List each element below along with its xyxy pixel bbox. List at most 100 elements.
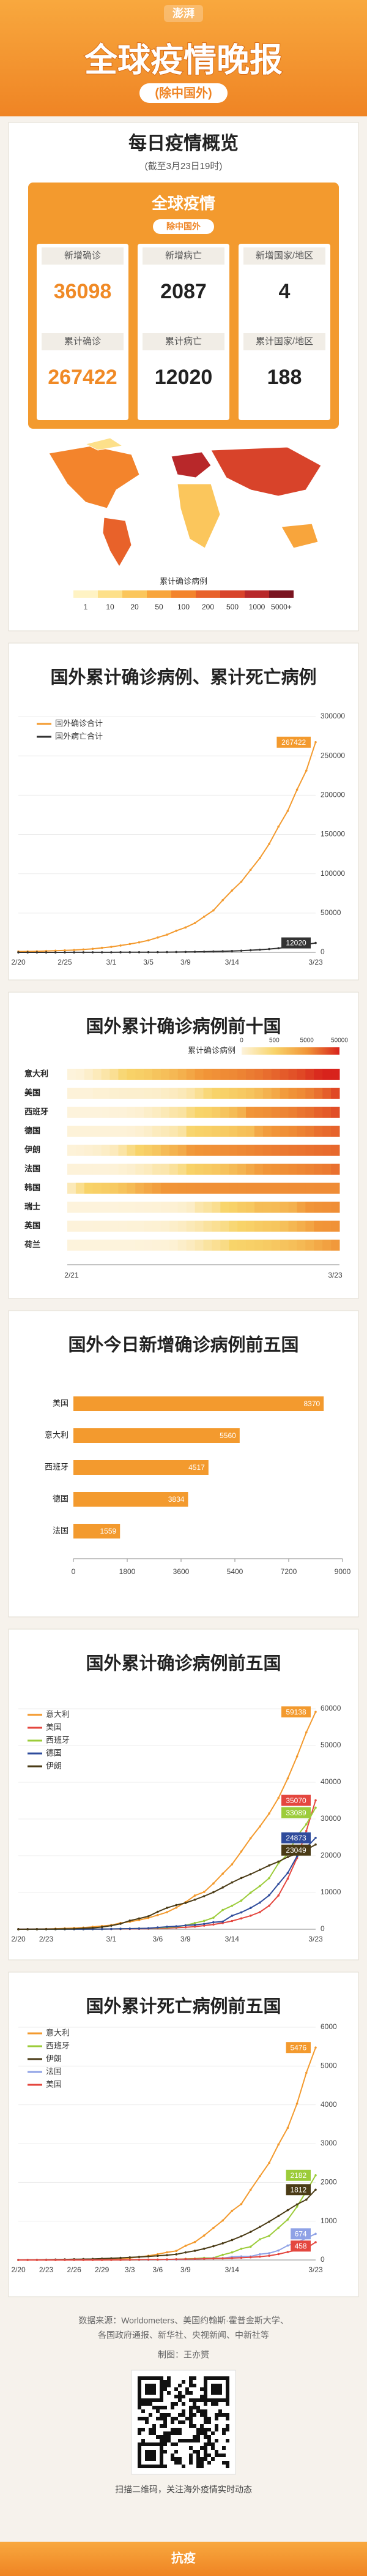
series-point xyxy=(221,2257,224,2260)
heat-cell xyxy=(75,1202,85,1213)
qr-module xyxy=(138,2380,141,2384)
heat-cell xyxy=(246,1221,255,1232)
qr-module xyxy=(163,2439,167,2442)
heat-cell xyxy=(229,1164,238,1175)
qr-module xyxy=(196,2409,200,2413)
series-point xyxy=(175,2250,177,2253)
series-point xyxy=(17,2259,20,2261)
heat-cell xyxy=(160,1088,170,1099)
data-label: 5560 xyxy=(220,1431,236,1440)
heat-cell xyxy=(220,1202,229,1213)
qr-module xyxy=(145,2417,149,2420)
heat-cell xyxy=(280,1107,289,1118)
qr-module xyxy=(163,2384,167,2387)
series-point xyxy=(295,2102,298,2105)
series-point xyxy=(193,951,196,953)
qr-module xyxy=(149,2428,152,2431)
heat-cell xyxy=(177,1202,187,1213)
heat-cell xyxy=(118,1088,127,1099)
qr-module xyxy=(193,2413,196,2417)
y-tick-label: 100000 xyxy=(321,869,345,878)
heat-cell xyxy=(288,1088,297,1099)
series-point xyxy=(277,2143,280,2146)
qr-module xyxy=(141,2376,145,2380)
heat-cell xyxy=(84,1221,94,1232)
series-point xyxy=(231,889,234,892)
legend-label: 国外病亡合计 xyxy=(55,731,103,740)
heat-cell xyxy=(271,1221,281,1232)
series-point xyxy=(286,1877,289,1880)
series-point xyxy=(157,2254,159,2258)
section-card xyxy=(8,1629,359,1960)
heat-cell xyxy=(135,1164,144,1175)
heat-cell xyxy=(237,1107,247,1118)
legend-tick-label: 5000 xyxy=(300,1038,314,1044)
qr-module xyxy=(193,2439,196,2442)
series-point xyxy=(314,1806,317,1809)
data-label-bg xyxy=(281,1807,311,1818)
series-point xyxy=(100,2259,103,2261)
series-point xyxy=(249,2245,252,2248)
series-point xyxy=(286,2251,289,2253)
y-tick-label: 0 xyxy=(321,2255,325,2264)
heat-cell xyxy=(331,1202,340,1213)
qr-module xyxy=(141,2417,145,2420)
heat-cell xyxy=(144,1164,153,1175)
qr-module xyxy=(211,2442,215,2446)
qr-module xyxy=(200,2395,204,2398)
heat-cell xyxy=(67,1145,76,1156)
qr-module xyxy=(138,2465,141,2468)
qr-module xyxy=(215,2454,218,2457)
heat-cell xyxy=(322,1126,332,1137)
x-tick-label: 5400 xyxy=(227,1567,243,1576)
qr-module xyxy=(160,2439,163,2442)
heat-cell xyxy=(84,1240,94,1251)
series-point xyxy=(277,947,280,949)
qr-module xyxy=(167,2391,171,2395)
heat-cell xyxy=(118,1145,127,1156)
series-point xyxy=(259,2226,261,2228)
qr-module xyxy=(174,2428,178,2431)
legend-tick-label: 50000 xyxy=(331,1038,348,1044)
x-tick-label: 2/25 xyxy=(57,958,72,966)
series-point xyxy=(17,1928,20,1930)
qr-module xyxy=(160,2446,163,2450)
x-tick-label: 3/14 xyxy=(225,2265,240,2274)
heat-cell xyxy=(254,1126,264,1137)
heat-cell xyxy=(160,1221,170,1232)
data-label: 674 xyxy=(295,2229,307,2238)
qr-module xyxy=(204,2402,207,2406)
heat-cell xyxy=(186,1069,196,1080)
x-tick-label: 3/9 xyxy=(180,958,191,966)
series-point xyxy=(128,2258,132,2261)
series-point xyxy=(73,1927,75,1930)
heat-cell xyxy=(118,1107,127,1118)
heat-cell xyxy=(109,1183,119,1194)
x-tick-label: 2/20 xyxy=(11,1935,26,1943)
heat-cell xyxy=(92,1107,102,1118)
x-tick-label: 0 xyxy=(72,1567,76,1576)
qr-module xyxy=(189,2420,193,2424)
heat-cell xyxy=(262,1240,272,1251)
series-point xyxy=(277,825,280,828)
stat-label: 累计病亡 xyxy=(165,336,202,347)
qr-module xyxy=(152,2406,156,2409)
series-point xyxy=(100,951,103,954)
heat-cell xyxy=(186,1088,196,1099)
heat-cell xyxy=(305,1202,314,1213)
heat-cell xyxy=(195,1221,204,1232)
map-legend-swatch xyxy=(220,590,245,598)
heat-cell xyxy=(118,1240,127,1251)
series-point xyxy=(166,1911,168,1913)
data-label: 3834 xyxy=(168,1495,185,1504)
heat-cell xyxy=(67,1088,76,1099)
qr-module xyxy=(189,2439,193,2442)
qr-module xyxy=(215,2384,218,2387)
qr-module xyxy=(226,2391,229,2395)
heat-cell xyxy=(84,1126,94,1137)
stat-label: 新增病亡 xyxy=(165,250,202,261)
series-point xyxy=(314,2188,317,2191)
series-point xyxy=(295,1755,298,1758)
heat-cell xyxy=(67,1069,76,1080)
heat-cell xyxy=(331,1221,340,1232)
